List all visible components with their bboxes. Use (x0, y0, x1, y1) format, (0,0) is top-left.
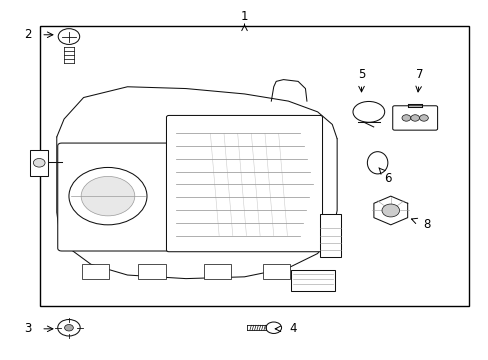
Bar (40, 26, 468, 306)
Bar (290, 270, 334, 291)
Bar (138, 264, 165, 279)
Bar (203, 264, 231, 279)
Circle shape (419, 115, 427, 121)
FancyBboxPatch shape (392, 106, 437, 130)
Circle shape (401, 115, 410, 121)
Circle shape (58, 319, 80, 336)
Circle shape (265, 322, 281, 333)
Text: 6: 6 (384, 172, 391, 185)
Text: 7: 7 (415, 68, 423, 81)
Circle shape (69, 167, 147, 225)
Circle shape (58, 29, 80, 44)
Text: 5: 5 (357, 68, 365, 81)
Circle shape (410, 115, 419, 121)
FancyBboxPatch shape (58, 143, 170, 251)
Circle shape (381, 204, 399, 217)
Bar (262, 264, 289, 279)
Bar (30, 149, 48, 176)
Bar (320, 214, 340, 257)
Text: 8: 8 (423, 218, 430, 231)
Circle shape (33, 158, 45, 167)
Ellipse shape (352, 102, 384, 122)
Circle shape (64, 324, 73, 331)
Text: 3: 3 (24, 322, 31, 335)
Circle shape (81, 176, 135, 216)
Text: 1: 1 (240, 10, 248, 23)
Bar (82, 264, 109, 279)
Text: 4: 4 (289, 322, 296, 335)
Ellipse shape (366, 152, 387, 174)
Text: 2: 2 (24, 28, 31, 41)
FancyBboxPatch shape (166, 116, 322, 252)
